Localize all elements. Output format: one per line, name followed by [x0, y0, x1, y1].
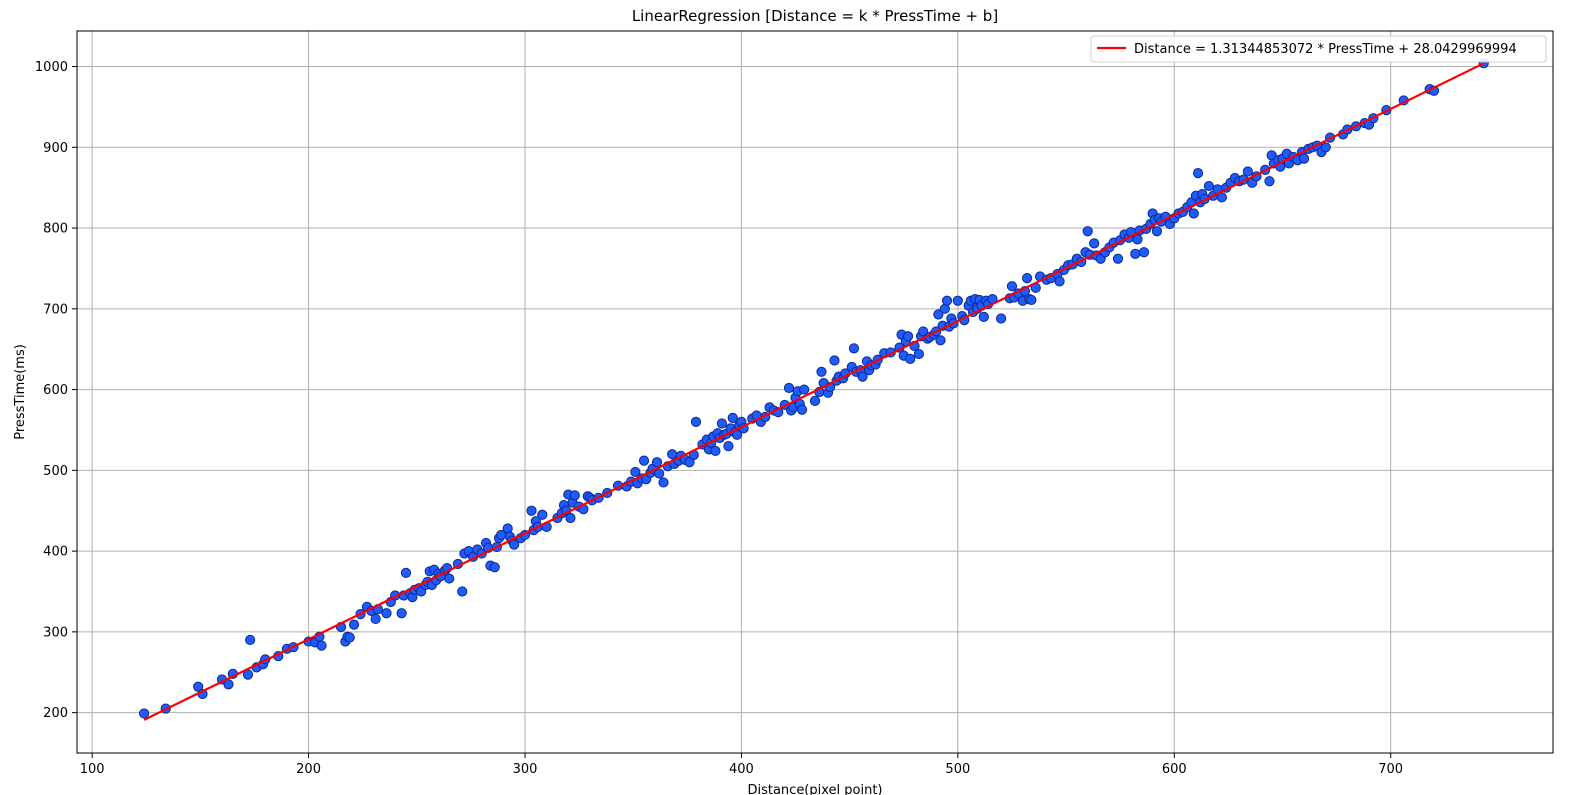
- data-point: [658, 477, 669, 488]
- data-point: [1089, 238, 1100, 249]
- data-point: [1264, 176, 1275, 187]
- data-point: [941, 295, 953, 306]
- y-tick-label: 300: [43, 625, 68, 640]
- data-point: [565, 512, 576, 524]
- data-point: [799, 384, 810, 395]
- x-axis-ticks: 100 200 300 400 500 600 700: [80, 753, 1403, 777]
- regression-line: [143, 62, 1485, 721]
- data-point: [1138, 247, 1150, 258]
- data-point: [905, 353, 916, 364]
- data-point: [1132, 234, 1143, 245]
- data-point: [902, 331, 914, 342]
- data-point: [638, 455, 650, 466]
- data-point: [138, 708, 150, 719]
- x-tick-label: 700: [1378, 762, 1403, 777]
- y-tick-label: 700: [43, 302, 68, 317]
- data-point: [1026, 294, 1037, 306]
- data-point: [396, 608, 407, 619]
- data-point: [816, 366, 827, 377]
- data-point: [381, 608, 392, 619]
- y-tick-label: 200: [43, 706, 68, 721]
- data-point: [1151, 226, 1163, 237]
- data-point: [710, 445, 721, 457]
- data-point: [316, 640, 327, 651]
- y-axis-ticks: 200 300 400 500 600 700 800 900 1000: [35, 60, 77, 721]
- data-point: [1006, 281, 1018, 292]
- data-point: [651, 457, 663, 468]
- legend: Distance = 1.31344853072 * PressTime + 2…: [1090, 35, 1547, 63]
- data-point: [654, 468, 665, 479]
- y-tick-label: 900: [43, 141, 68, 156]
- data-point: [348, 619, 360, 630]
- data-point: [1299, 153, 1310, 164]
- fit-line: [143, 62, 1485, 721]
- data-point: [509, 539, 520, 550]
- data-point: [913, 348, 924, 360]
- data-point: [344, 632, 355, 643]
- y-tick-label: 500: [43, 464, 68, 479]
- data-point: [1192, 168, 1204, 179]
- data-point: [370, 613, 381, 625]
- x-tick-label: 600: [1162, 762, 1187, 777]
- data-point: [1203, 180, 1214, 192]
- data-point: [630, 466, 641, 478]
- data-point: [1242, 166, 1253, 177]
- data-point: [1130, 248, 1141, 259]
- data-point: [1188, 208, 1199, 219]
- y-tick-label: 800: [43, 222, 68, 237]
- data-point: [857, 371, 868, 382]
- data-point: [848, 343, 860, 354]
- data-point: [489, 562, 500, 573]
- data-point: [1320, 142, 1331, 153]
- data-point: [537, 509, 548, 520]
- y-tick-label: 400: [43, 545, 68, 560]
- legend-entry: Distance = 1.31344853072 * PressTime + 2…: [1134, 42, 1517, 57]
- plot-frame: [76, 30, 1554, 754]
- legend-box: [1090, 35, 1547, 63]
- data-point: [1054, 276, 1065, 287]
- data-point: [809, 395, 821, 406]
- data-point: [727, 412, 738, 423]
- data-point: [444, 573, 455, 584]
- data-point: [1112, 253, 1124, 264]
- data-point: [245, 634, 256, 646]
- data-point: [978, 311, 989, 322]
- y-tick-label: 1000: [35, 60, 68, 75]
- data-point: [723, 441, 734, 452]
- x-tick-label: 400: [729, 762, 754, 777]
- y-tick-label: 600: [43, 383, 68, 398]
- data-point: [1082, 226, 1093, 237]
- data-point: [526, 505, 537, 516]
- x-tick-label: 100: [80, 762, 105, 777]
- data-point: [1021, 273, 1033, 284]
- data-point: [829, 355, 840, 366]
- chart-title: LinearRegression [Distance = k * PressTi…: [632, 7, 998, 25]
- data-point: [569, 490, 580, 501]
- data-point: [457, 586, 468, 597]
- x-axis-label: Distance(pixel point): [747, 783, 882, 795]
- data-point: [933, 309, 944, 320]
- data-point: [690, 416, 702, 427]
- data-point: [996, 313, 1007, 324]
- data-point: [952, 295, 963, 306]
- data-point: [796, 404, 808, 415]
- data-point: [783, 382, 795, 394]
- x-tick-label: 500: [945, 762, 970, 777]
- data-point: [935, 335, 946, 346]
- data-point: [400, 567, 412, 579]
- data-point: [223, 679, 234, 690]
- data-point: [716, 418, 728, 429]
- x-tick-label: 300: [513, 762, 538, 777]
- x-tick-label: 200: [296, 762, 321, 777]
- y-axis-label: PressTime(ms): [13, 344, 28, 440]
